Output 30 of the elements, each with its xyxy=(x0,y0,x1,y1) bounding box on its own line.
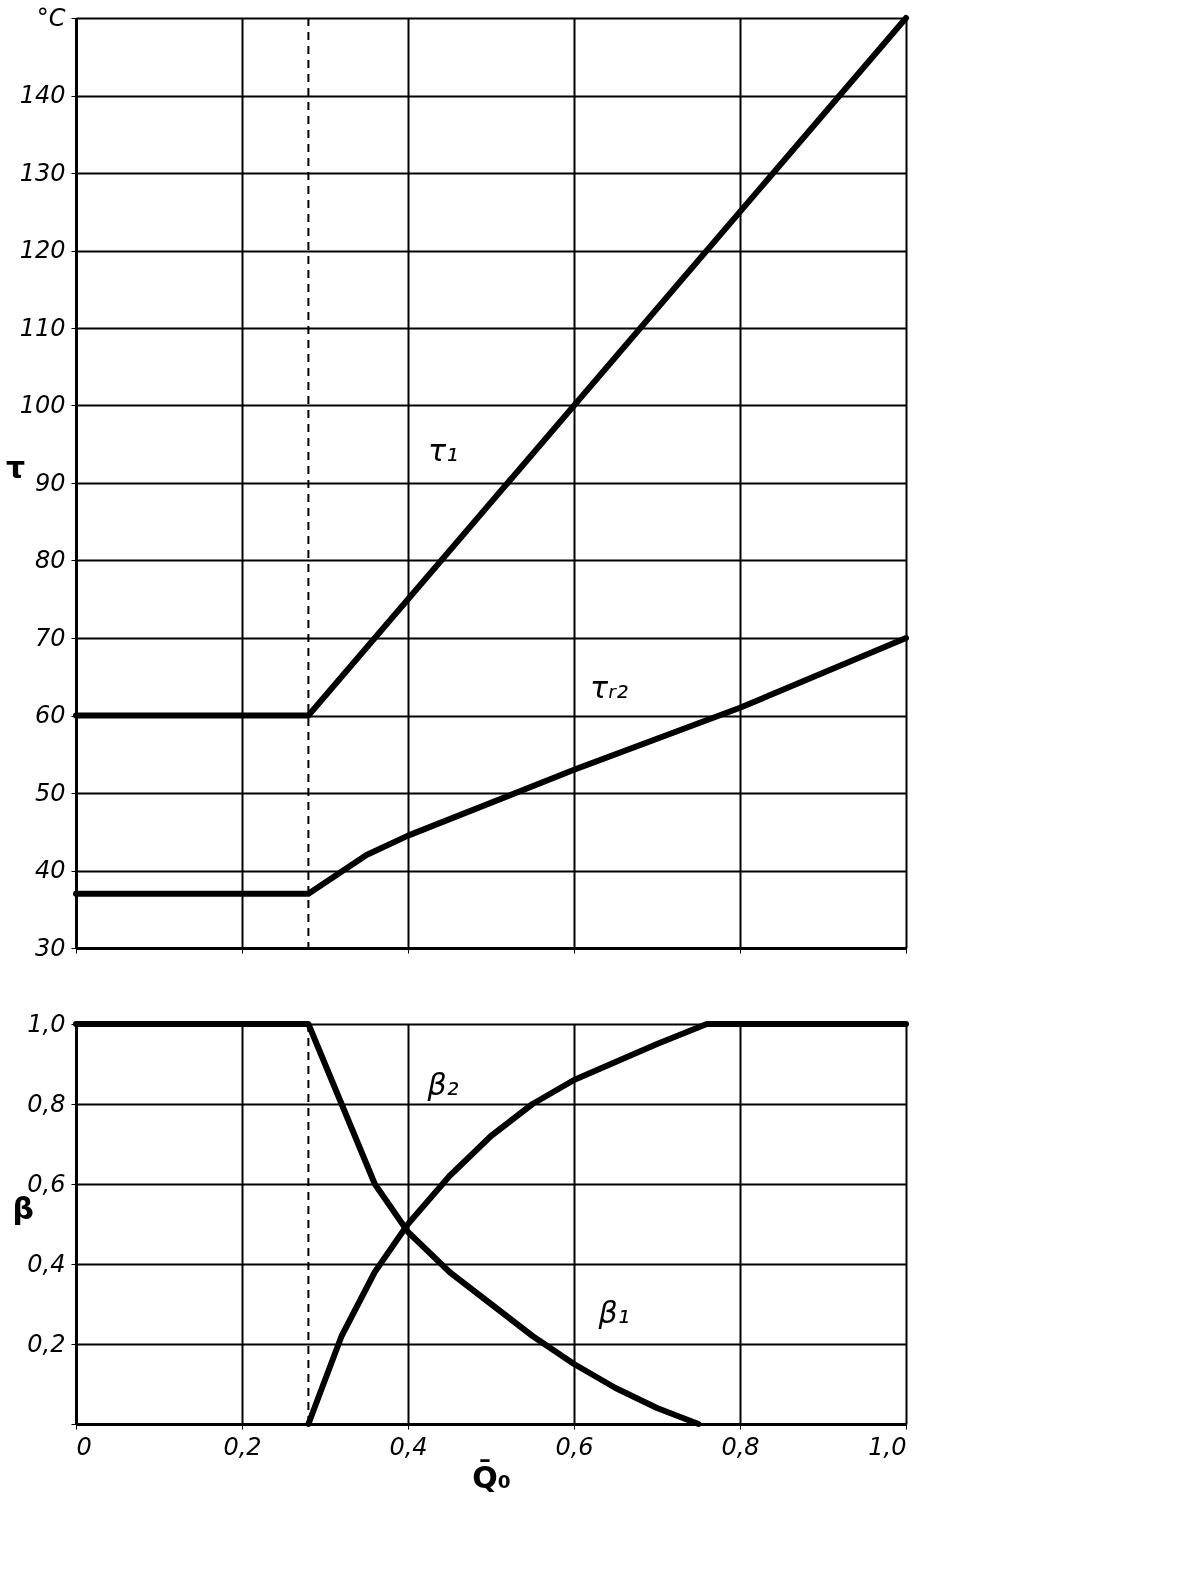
y-tick-label: 40 xyxy=(34,856,66,884)
y-tick-label: 0,4 xyxy=(27,1249,66,1278)
y-tick-label: 1,0 xyxy=(27,1009,66,1038)
y-tick-label: 100 xyxy=(19,391,66,419)
annotation: β₂ xyxy=(426,1067,459,1102)
y-tick-label: 60 xyxy=(34,701,66,729)
y-tick-label: 110 xyxy=(19,313,66,342)
y-tick-label: 80 xyxy=(34,546,66,574)
x-tick-label: 0,6 xyxy=(555,1432,594,1461)
y-tick-label: 90 xyxy=(34,468,66,497)
y-tick-label: 70 xyxy=(34,623,66,652)
x-tick-label: 1,0 xyxy=(868,1432,907,1461)
y-tick-label: °C xyxy=(36,3,66,32)
x-tick-label: 0,8 xyxy=(721,1432,760,1461)
y-tick-label: 30 xyxy=(34,933,66,962)
x-tick-label: 0,4 xyxy=(389,1432,428,1461)
y-tick-label: 120 xyxy=(19,236,66,264)
annotation: τ₁ xyxy=(427,433,459,469)
y-axis-title: τ xyxy=(6,449,26,485)
annotation: τᵣ₂ xyxy=(590,669,628,705)
x-tick-label: 0,2 xyxy=(223,1432,262,1461)
y-tick-label: 50 xyxy=(34,778,66,807)
x-axis-title: Q̄₀ xyxy=(472,1459,511,1495)
x-tick-label: 0 xyxy=(76,1432,92,1461)
y-tick-label: 140 xyxy=(19,81,66,109)
y-tick-label: 0,6 xyxy=(27,1169,66,1198)
y-tick-label: 130 xyxy=(19,158,66,187)
y-tick-label: 0,8 xyxy=(27,1089,66,1118)
annotation: β₁ xyxy=(597,1295,630,1330)
y-tick-label: 0,2 xyxy=(27,1329,66,1358)
